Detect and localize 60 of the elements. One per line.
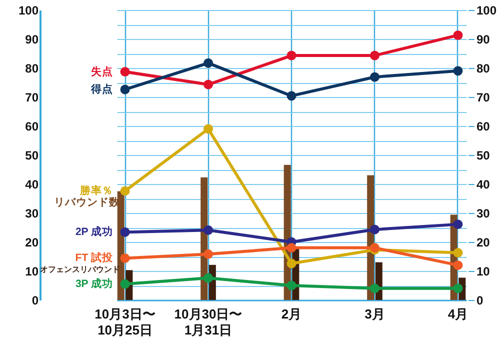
point	[120, 227, 130, 237]
series-label: 2P 成功	[75, 225, 114, 238]
y-tick-label: 50	[25, 148, 39, 162]
point	[120, 67, 130, 77]
y-tick-label: 20	[25, 236, 39, 250]
x-tick-label: 4月	[448, 306, 468, 322]
y-tick-label: 30	[25, 206, 39, 220]
y2-tick-label: 60	[476, 120, 490, 134]
point	[204, 273, 214, 283]
point	[286, 243, 296, 253]
y2-tick-label: 20	[476, 236, 490, 250]
point	[453, 284, 463, 294]
y-tick-label: 80	[25, 62, 39, 76]
point	[453, 260, 463, 270]
y-tick-label: 100	[18, 4, 39, 18]
series-label: 勝率％	[79, 184, 114, 197]
point	[120, 279, 130, 289]
point	[204, 80, 214, 90]
x-tick-label: 10月30日〜1月31日	[174, 306, 242, 338]
point	[370, 72, 380, 82]
series-label: 得点	[90, 82, 114, 96]
point	[286, 280, 296, 290]
series-label: 3P 成功	[75, 277, 114, 290]
y2-tick-label: 100	[476, 4, 497, 18]
x-tick-label: 10月3日〜10月25日	[94, 306, 156, 338]
y-tick-label: 0	[32, 294, 39, 308]
point	[204, 124, 214, 134]
y2-tick-label: 40	[476, 178, 490, 192]
point	[453, 220, 463, 230]
point	[286, 258, 296, 268]
y-tick-label: 90	[25, 32, 39, 46]
y-tick-label: 10	[25, 264, 39, 278]
y2-tick-label: 90	[476, 32, 490, 46]
point	[120, 84, 130, 94]
y2-tick-label: 70	[476, 90, 490, 104]
point	[453, 248, 463, 258]
y2-tick-label: 0	[476, 294, 484, 308]
point	[204, 58, 214, 68]
series-label: FT 試投	[75, 251, 114, 264]
point	[204, 225, 214, 235]
y-tick-label: 60	[25, 120, 39, 134]
y2-tick-label: 50	[476, 148, 490, 162]
point	[370, 284, 380, 294]
point	[286, 50, 296, 60]
x-tick-label: 2月	[281, 306, 302, 322]
point	[453, 66, 463, 76]
y-tick-label: 70	[25, 90, 39, 104]
point	[120, 186, 130, 196]
point	[370, 224, 380, 234]
point	[286, 91, 296, 101]
point	[453, 30, 463, 40]
series-label: 失点	[91, 64, 114, 78]
y2-tick-label: 10	[476, 264, 490, 278]
point	[370, 50, 380, 60]
point	[120, 254, 130, 263]
x-tick-label: 3月	[364, 306, 385, 322]
y-tick-label: 40	[25, 178, 39, 192]
y2-tick-label: 30	[476, 206, 490, 220]
y2-tick-label: 80	[476, 62, 490, 76]
point	[204, 249, 214, 259]
